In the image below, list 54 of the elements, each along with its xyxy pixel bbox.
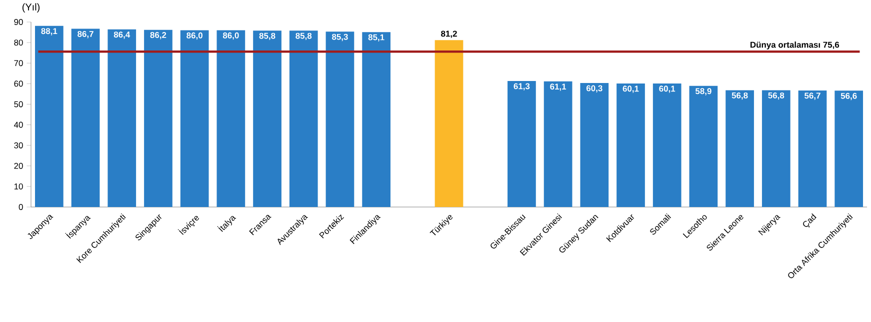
bar [580,83,609,207]
y-tick-label: 40 [14,122,23,128]
data-label: 56,8 [768,92,784,100]
y-tick-label: 0 [18,204,23,210]
bar [544,81,572,207]
y-tick-label: 80 [14,40,23,46]
data-label: 61,3 [514,83,530,90]
bar [108,29,136,207]
data-label: 86,2 [150,32,166,40]
bar [652,83,682,207]
data-label: 85,8 [296,32,312,40]
y-tick-label: 60 [14,80,23,87]
y-tick-label: 20 [14,162,23,169]
data-label: 86,4 [114,32,130,39]
data-label: 61,1 [550,84,566,91]
bar [616,83,645,207]
data-label: 88,1 [41,28,58,36]
data-label: 85,1 [368,34,384,42]
data-label: 56,7 [804,92,820,100]
bar [362,32,390,207]
bar [35,26,64,207]
data-label: 86,0 [222,32,239,40]
bar [434,40,464,207]
ref-line-label: Dünya ortalaması 75,6 [750,42,840,50]
data-label: 60,1 [659,86,676,93]
y-tick-label: 50 [14,101,23,108]
data-label: 86,0 [186,32,202,40]
data-label: 56,8 [732,92,748,100]
y-tick-label: 30 [14,142,23,148]
bar [180,30,209,207]
data-label: 60,1 [622,86,639,93]
data-label: 56,6 [840,92,857,100]
data-label: 85,3 [332,34,348,42]
data-label: 86,7 [78,30,94,38]
bar [326,32,354,207]
bar [798,90,827,207]
y-axis-title: (Yıl) [22,3,40,12]
bar [289,30,318,207]
bar [689,86,718,207]
y-tick-label: 10 [14,183,23,190]
bar [508,81,536,207]
y-tick-label: 70 [14,60,23,66]
bar [834,90,864,207]
bar [71,28,100,207]
bar [762,90,790,207]
bar [726,90,754,207]
data-label: 58,9 [695,88,712,96]
data-label: 85,8 [259,32,276,40]
data-label: 81,2 [441,30,457,38]
bar [144,30,172,207]
y-tick-label: 90 [14,19,23,25]
data-label: 60,3 [586,85,602,92]
bar [253,30,282,207]
bar [216,30,246,207]
